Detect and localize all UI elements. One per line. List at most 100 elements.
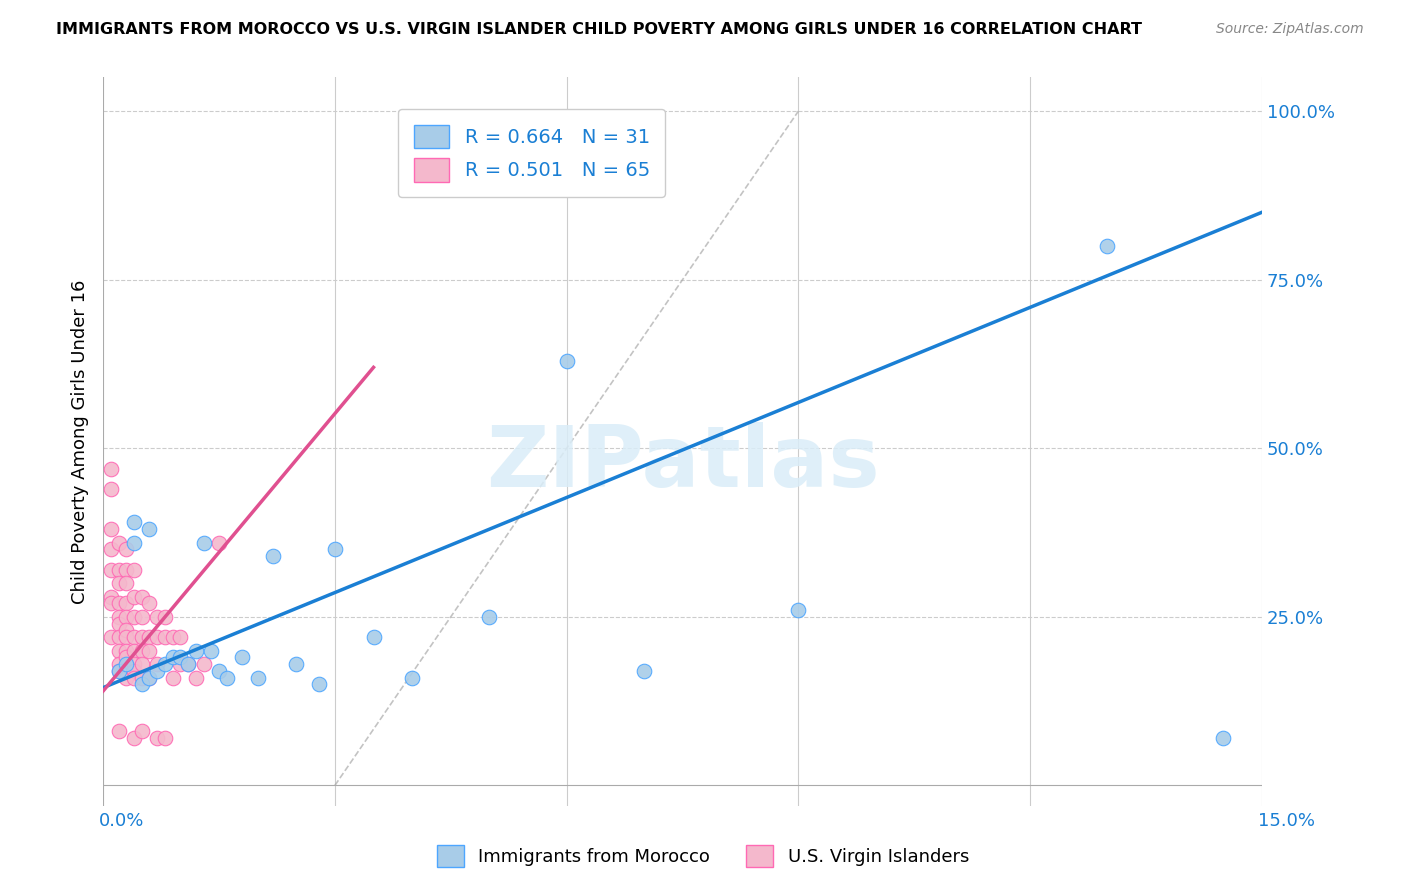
Point [787,603,810,617]
Point [231,650,253,665]
Point [153,630,176,644]
Point [131,677,153,691]
Point [262,549,284,564]
Point [107,596,129,610]
Point [177,657,200,671]
Point [122,516,145,530]
Y-axis label: Child Poverty Among Girls Under 16: Child Poverty Among Girls Under 16 [72,279,89,604]
Point [107,630,129,644]
Point [122,563,145,577]
Point [122,643,145,657]
Point [122,664,145,678]
Point [100,563,122,577]
Point [138,671,160,685]
Legend: R = 0.664   N = 31, R = 0.501   N = 65: R = 0.664 N = 31, R = 0.501 N = 65 [398,109,665,197]
Point [162,650,184,665]
Text: ZIPatlas: ZIPatlas [485,422,879,505]
Point [162,671,184,685]
Point [169,650,191,665]
Point [200,643,222,657]
Point [555,353,578,368]
Point [285,657,308,671]
Point [115,542,138,557]
Point [184,671,207,685]
Point [122,657,145,671]
Point [107,535,129,549]
Point [1097,239,1119,253]
Point [115,664,138,678]
Point [115,657,138,671]
Text: 0.0%: 0.0% [98,812,143,830]
Point [131,630,153,644]
Point [1212,731,1234,746]
Point [100,522,122,536]
Point [115,610,138,624]
Point [115,563,138,577]
Point [138,671,160,685]
Point [107,724,129,739]
Point [107,563,129,577]
Point [131,671,153,685]
Point [115,576,138,591]
Point [153,610,176,624]
Point [131,590,153,604]
Text: Source: ZipAtlas.com: Source: ZipAtlas.com [1216,22,1364,37]
Point [193,657,215,671]
Point [193,535,215,549]
Point [107,643,129,657]
Point [146,657,169,671]
Point [100,482,122,496]
Point [246,671,269,685]
Point [131,610,153,624]
Point [162,630,184,644]
Point [100,596,122,610]
Point [138,630,160,644]
Point [308,677,330,691]
Point [323,542,346,557]
Point [107,576,129,591]
Point [401,671,423,685]
Point [122,731,145,746]
Point [169,657,191,671]
Point [131,724,153,739]
Point [146,630,169,644]
Point [363,630,385,644]
Point [184,643,207,657]
Point [138,522,160,536]
Point [122,671,145,685]
Point [115,596,138,610]
Point [115,624,138,638]
Point [146,731,169,746]
Point [215,671,238,685]
Point [107,657,129,671]
Point [100,590,122,604]
Point [138,643,160,657]
Text: 15.0%: 15.0% [1257,812,1315,830]
Point [153,731,176,746]
Point [107,664,129,678]
Point [100,542,122,557]
Point [115,671,138,685]
Point [131,643,153,657]
Point [100,630,122,644]
Point [208,664,231,678]
Point [107,616,129,631]
Point [131,657,153,671]
Point [107,610,129,624]
Point [177,657,200,671]
Point [208,535,231,549]
Point [100,461,122,475]
Point [153,657,176,671]
Point [107,664,129,678]
Point [122,630,145,644]
Point [633,664,655,678]
Point [478,610,501,624]
Point [122,590,145,604]
Point [169,630,191,644]
Point [122,535,145,549]
Point [138,596,160,610]
Point [146,610,169,624]
Point [115,643,138,657]
Point [122,610,145,624]
Point [146,664,169,678]
